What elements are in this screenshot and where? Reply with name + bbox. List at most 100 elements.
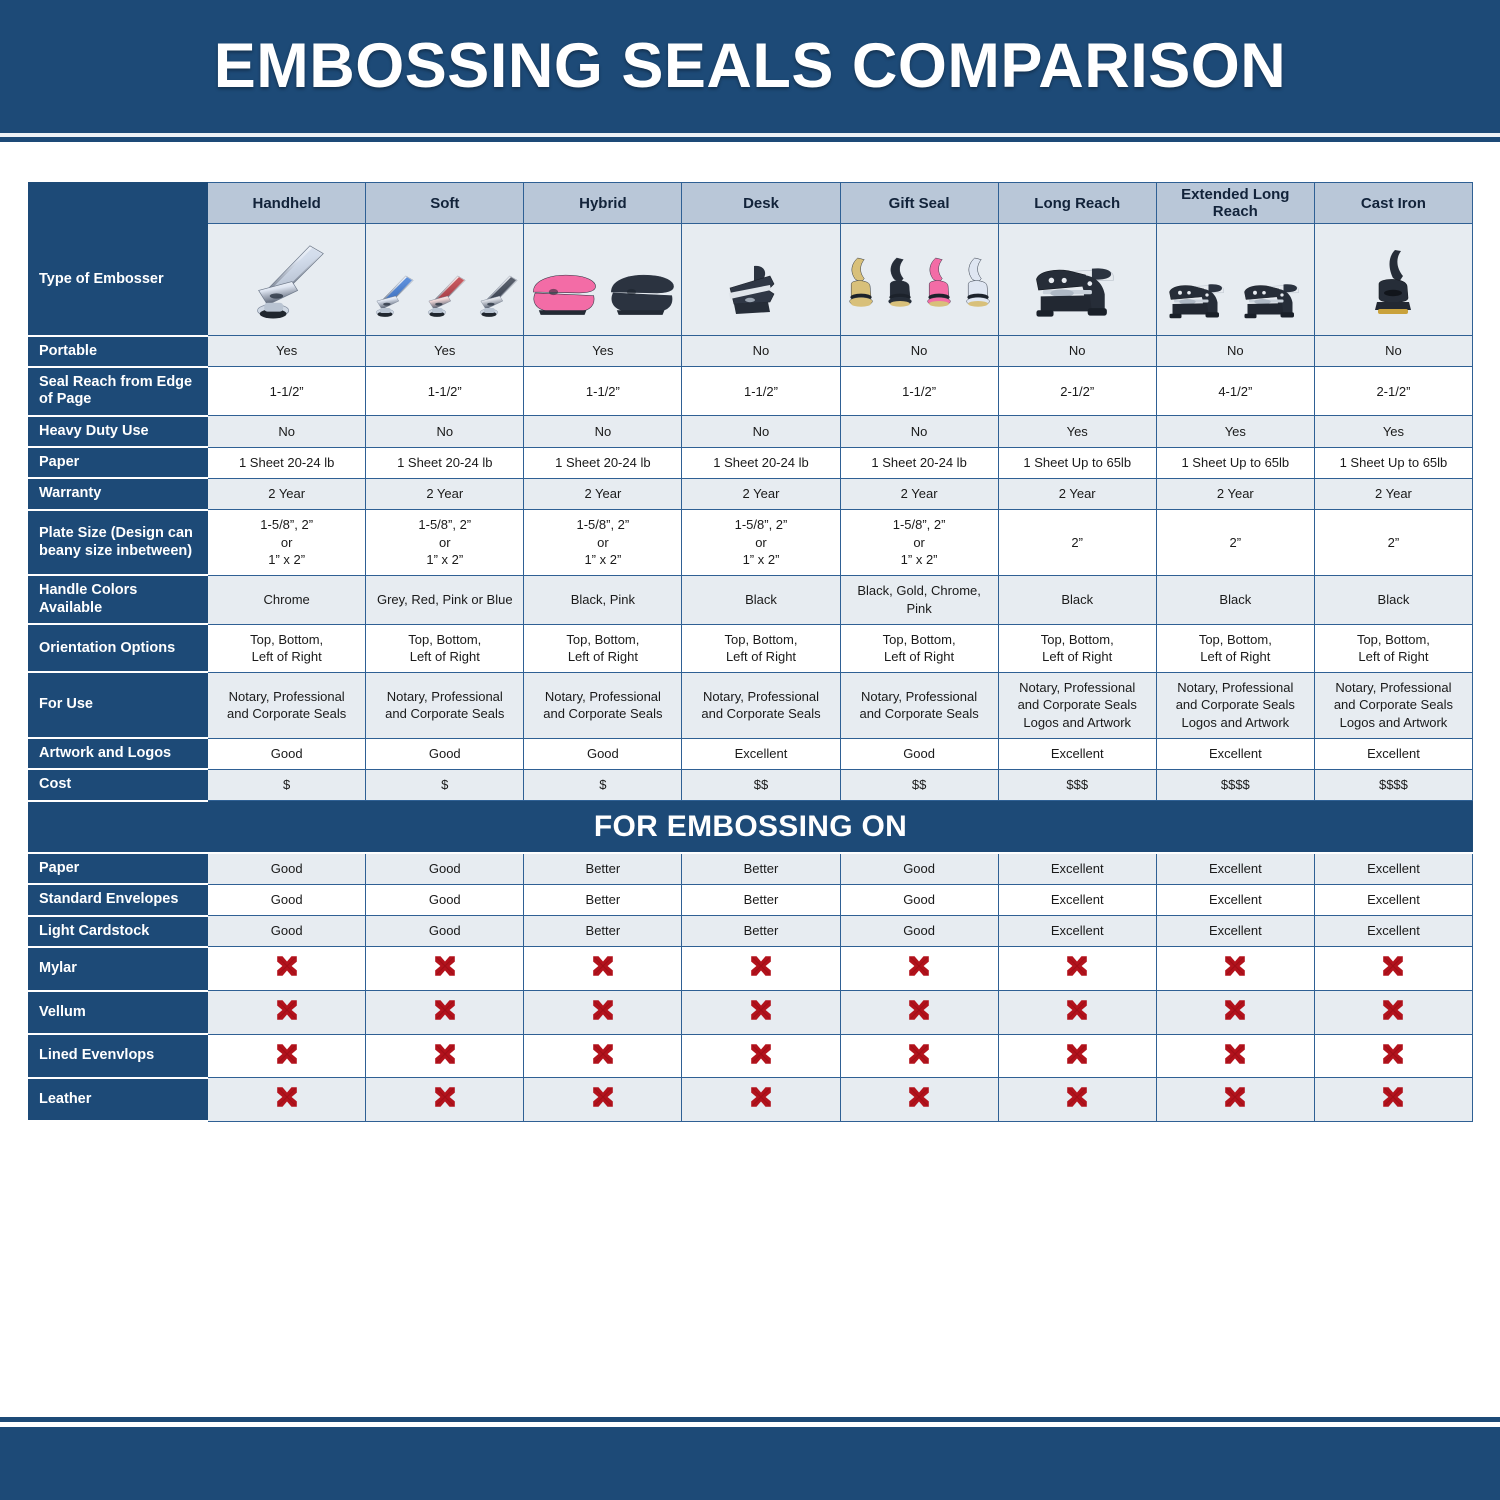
- x-mark-icon: [274, 997, 300, 1023]
- cell-paper-col5: Good: [839, 852, 999, 885]
- cell-mylar-col2: [365, 946, 525, 991]
- embosser-image-cell-7: [1155, 223, 1315, 336]
- comparison-table-body: Handheld Soft Hybrid Desk Gift Seal Long Reac…: [27, 182, 1474, 1123]
- cell-seal-reach-from-edge-of-page-col6: 2-1/2”: [997, 366, 1157, 417]
- cell-warranty-col7: 2 Year: [1155, 477, 1315, 511]
- x-mark-icon: [748, 1084, 774, 1110]
- table-row: Warranty 2 Year 2 Year 2 Year 2 Year 2 Year 2 …: [27, 477, 1474, 511]
- cell-seal-reach-from-edge-of-page-col5: 1-1/2”: [839, 366, 999, 417]
- banner-gap: [0, 133, 1500, 137]
- x-mark-icon: [590, 1084, 616, 1110]
- cell-cost-col3: $: [523, 768, 683, 802]
- column-header-6: Long Reach: [997, 182, 1157, 224]
- row-label-cost: Cost: [27, 768, 209, 802]
- cell-orientation-options-col2: Top, Bottom, Left of Right: [365, 623, 525, 673]
- cell-mylar-col4: [681, 946, 841, 991]
- cell-warranty-col1: 2 Year: [207, 477, 367, 511]
- x-mark-icon: [432, 997, 458, 1023]
- cell-heavy-duty-use-col8: Yes: [1313, 415, 1474, 448]
- table-row: Orientation Options Top, Bottom, Left of R…: [27, 623, 1474, 674]
- cell-vellum-col1: [207, 990, 367, 1035]
- cell-light-cardstock-col7: Excellent: [1155, 915, 1315, 948]
- comparison-table-wrapper: Handheld Soft Hybrid Desk Gift Seal Long Reac…: [27, 182, 1474, 1123]
- cell-heavy-duty-use-col2: No: [365, 415, 525, 448]
- x-mark-icon: [906, 997, 932, 1023]
- row-label-handle-colors-available: Handle Colors Available: [27, 574, 209, 626]
- cell-lined-evenvlops-col7: [1155, 1033, 1315, 1079]
- x-mark-icon: [906, 1041, 932, 1067]
- row-label-type-of-embosser: Type of Embosser: [27, 223, 209, 337]
- page-banner: EMBOSSING SEALS COMPARISON: [0, 0, 1500, 133]
- x-mark-icon: [274, 953, 300, 979]
- column-header-5: Gift Seal: [839, 182, 999, 224]
- cell-leather-col3: [523, 1077, 683, 1122]
- row-label-vellum: Vellum: [27, 990, 209, 1036]
- cell-portable-col7: No: [1155, 334, 1315, 368]
- row-label-light-cardstock: Light Cardstock: [27, 915, 209, 948]
- cell-for-use-col5: Notary, Professional and Corporate Seals: [839, 671, 999, 739]
- x-mark-icon: [274, 1041, 300, 1067]
- embosser-handheld-icon: [210, 238, 363, 322]
- embosser-extended-long-reach-icon: [1159, 238, 1312, 322]
- row-label-heavy-duty-use: Heavy Duty Use: [27, 415, 209, 449]
- cell-plate-size-design-can-beany-size-inbetween-col2: 1-5/8”, 2” or 1” x 2”: [365, 509, 525, 576]
- table-row: Light Cardstock Good Good Better Better Good E…: [27, 915, 1474, 948]
- cell-portable-col1: Yes: [207, 334, 367, 368]
- cell-paper-col3: 1 Sheet 20-24 lb: [523, 446, 683, 479]
- cell-artwork-and-logos-col2: Good: [365, 737, 525, 770]
- cell-paper-col7: Excellent: [1155, 852, 1315, 885]
- row-label-mylar: Mylar: [27, 946, 209, 992]
- cell-handle-colors-available-col1: Chrome: [207, 574, 367, 625]
- x-mark-icon: [1222, 997, 1248, 1023]
- page-footer: [0, 1427, 1500, 1500]
- row-label-plate-size-design-can-beany-size-inbetween: Plate Size (Design can beany size inbetw…: [27, 509, 209, 577]
- cell-handle-colors-available-col2: Grey, Red, Pink or Blue: [365, 574, 525, 625]
- x-mark-icon: [1222, 953, 1248, 979]
- cell-artwork-and-logos-col6: Excellent: [997, 737, 1157, 770]
- table-row: Lined Evenvlops: [27, 1033, 1474, 1079]
- table-row: Cost $ $ $ $$ $$ $$$ $$$$ $$$$: [27, 768, 1474, 802]
- cell-lined-evenvlops-col6: [997, 1033, 1157, 1079]
- embosser-desk-icon: [684, 238, 837, 322]
- cell-cost-col7: $$$$: [1155, 768, 1315, 802]
- table-row: Plate Size (Design can beany size inbetw…: [27, 509, 1474, 577]
- cell-light-cardstock-col6: Excellent: [997, 915, 1157, 948]
- row-label-lined-evenvlops: Lined Evenvlops: [27, 1033, 209, 1079]
- row-label-warranty: Warranty: [27, 477, 209, 511]
- cell-seal-reach-from-edge-of-page-col7: 4-1/2”: [1155, 366, 1315, 417]
- cell-heavy-duty-use-col1: No: [207, 415, 367, 448]
- cell-paper-col8: 1 Sheet Up to 65lb: [1313, 446, 1474, 479]
- section-title: FOR EMBOSSING ON: [593, 809, 908, 843]
- table-row: Paper 1 Sheet 20-24 lb 1 Sheet 20-24 lb 1 S…: [27, 446, 1474, 480]
- cell-heavy-duty-use-col4: No: [681, 415, 841, 448]
- cell-light-cardstock-col8: Excellent: [1313, 915, 1474, 948]
- cell-vellum-col3: [523, 990, 683, 1035]
- cell-plate-size-design-can-beany-size-inbetween-col4: 1-5/8”, 2” or 1” x 2”: [681, 509, 841, 576]
- cell-cost-col4: $$: [681, 768, 841, 802]
- row-label-seal-reach-from-edge-of-page: Seal Reach from Edge of Page: [27, 366, 209, 417]
- cell-orientation-options-col1: Top, Bottom, Left of Right: [207, 623, 367, 673]
- cell-orientation-options-col8: Top, Bottom, Left of Right: [1313, 623, 1474, 673]
- cell-cost-col8: $$$$: [1313, 768, 1474, 802]
- x-mark-icon: [1380, 1084, 1406, 1110]
- cell-mylar-col8: [1313, 946, 1474, 991]
- cell-paper-col6: Excellent: [997, 852, 1157, 885]
- cell-heavy-duty-use-col7: Yes: [1155, 415, 1315, 448]
- cell-leather-col2: [365, 1077, 525, 1122]
- row-label-standard-envelopes: Standard Envelopes: [27, 883, 209, 917]
- cell-mylar-col1: [207, 946, 367, 991]
- table-corner-cell: [27, 182, 209, 224]
- cell-warranty-col2: 2 Year: [365, 477, 525, 511]
- cell-for-use-col4: Notary, Professional and Corporate Seals: [681, 671, 841, 739]
- row-label-artwork-and-logos: Artwork and Logos: [27, 737, 209, 771]
- column-header-4: Desk: [681, 182, 841, 224]
- x-mark-icon: [1380, 953, 1406, 979]
- cell-light-cardstock-col2: Good: [365, 915, 525, 948]
- cell-light-cardstock-col3: Better: [523, 915, 683, 948]
- table-row: Handle Colors Available Chrome Grey, Red, …: [27, 574, 1474, 626]
- cell-cost-col5: $$: [839, 768, 999, 802]
- cell-lined-evenvlops-col3: [523, 1033, 683, 1079]
- table-row: Heavy Duty Use No No No No No Yes Yes Yes: [27, 415, 1474, 449]
- x-mark-icon: [748, 997, 774, 1023]
- cell-handle-colors-available-col3: Black, Pink: [523, 574, 683, 625]
